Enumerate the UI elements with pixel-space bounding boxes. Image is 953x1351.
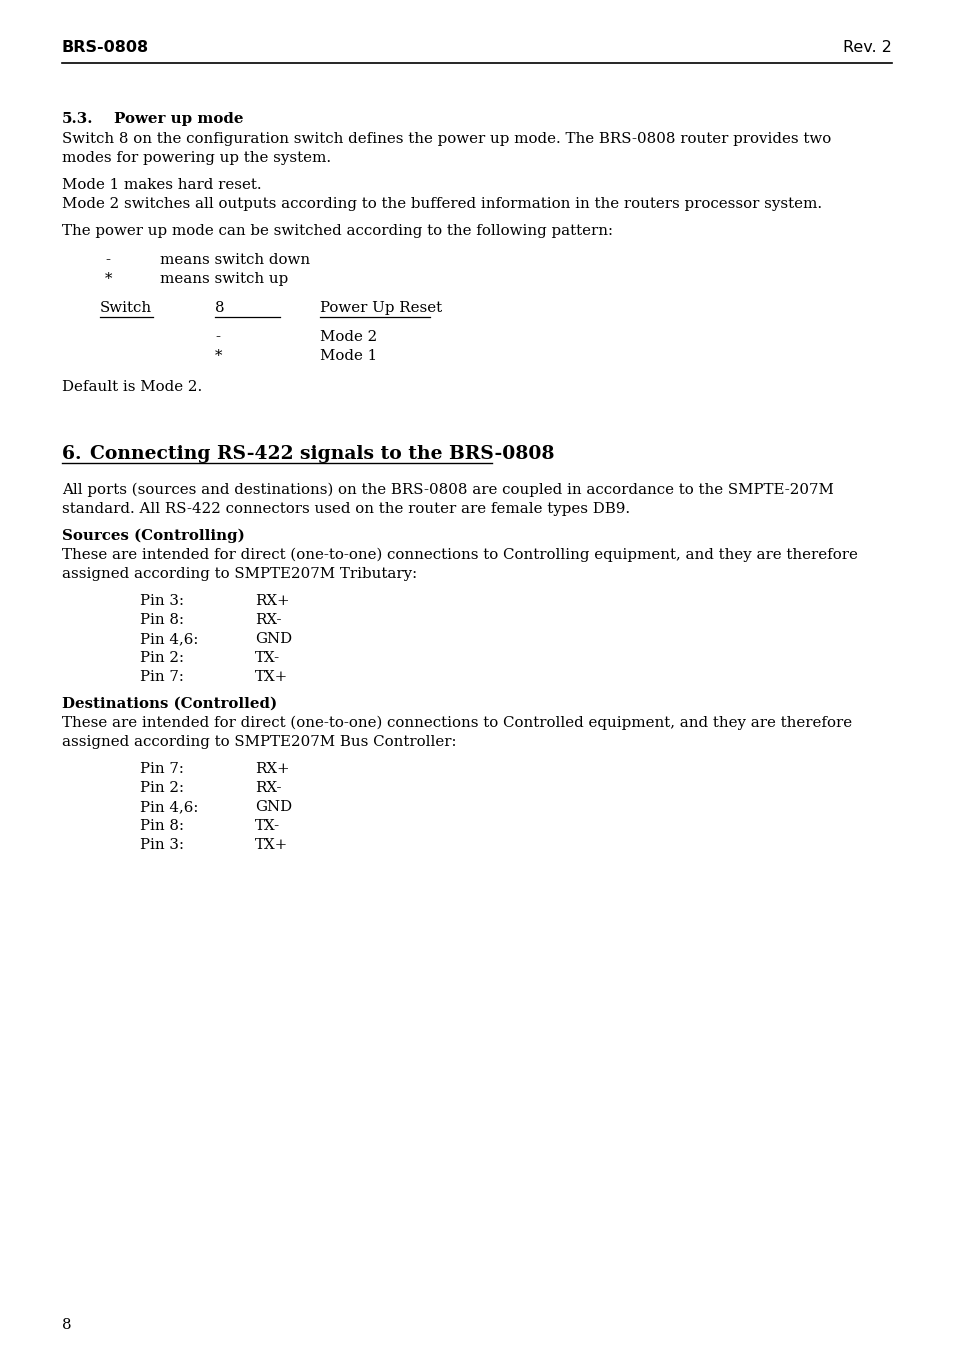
Text: Pin 8:: Pin 8:	[140, 613, 184, 627]
Text: Pin 2:: Pin 2:	[140, 651, 184, 665]
Text: *: *	[214, 349, 222, 363]
Text: These are intended for direct (one-to-one) connections to Controlled equipment, : These are intended for direct (one-to-on…	[62, 716, 851, 731]
Text: assigned according to SMPTE207M Bus Controller:: assigned according to SMPTE207M Bus Cont…	[62, 735, 456, 748]
Text: Pin 7:: Pin 7:	[140, 762, 184, 775]
Text: TX+: TX+	[254, 838, 288, 852]
Text: GND: GND	[254, 632, 292, 646]
Text: RX-: RX-	[254, 613, 281, 627]
Text: *: *	[104, 272, 112, 286]
Text: RX+: RX+	[254, 762, 290, 775]
Text: Pin 3:: Pin 3:	[140, 594, 184, 608]
Text: Mode 2 switches all outputs according to the buffered information in the routers: Mode 2 switches all outputs according to…	[62, 197, 821, 211]
Text: Connecting RS-422 signals to the BRS-0808: Connecting RS-422 signals to the BRS-080…	[90, 444, 554, 463]
Text: GND: GND	[254, 800, 292, 815]
Text: Pin 4,6:: Pin 4,6:	[140, 800, 198, 815]
Text: -: -	[106, 253, 111, 267]
Text: Power Up Reset: Power Up Reset	[319, 301, 441, 315]
Text: standard. All RS-422 connectors used on the router are female types DB9.: standard. All RS-422 connectors used on …	[62, 503, 630, 516]
Text: Default is Mode 2.: Default is Mode 2.	[62, 380, 202, 394]
Text: modes for powering up the system.: modes for powering up the system.	[62, 151, 331, 165]
Text: means switch down: means switch down	[160, 253, 310, 267]
Text: All ports (sources and destinations) on the BRS-0808 are coupled in accordance t: All ports (sources and destinations) on …	[62, 484, 833, 497]
Text: TX+: TX+	[254, 670, 288, 684]
Text: TX-: TX-	[254, 819, 280, 834]
Text: RX-: RX-	[254, 781, 281, 794]
Text: Pin 8:: Pin 8:	[140, 819, 184, 834]
Text: 8: 8	[62, 1319, 71, 1332]
Text: 6.: 6.	[62, 444, 94, 463]
Text: Rev. 2: Rev. 2	[842, 41, 891, 55]
Text: Pin 2:: Pin 2:	[140, 781, 184, 794]
Text: The power up mode can be switched according to the following pattern:: The power up mode can be switched accord…	[62, 224, 613, 238]
Text: Power up mode: Power up mode	[113, 112, 243, 126]
Text: -: -	[214, 330, 220, 345]
Text: These are intended for direct (one-to-one) connections to Controlling equipment,: These are intended for direct (one-to-on…	[62, 549, 857, 562]
Text: Mode 1 makes hard reset.: Mode 1 makes hard reset.	[62, 178, 261, 192]
Text: RX+: RX+	[254, 594, 290, 608]
Text: Pin 7:: Pin 7:	[140, 670, 184, 684]
Text: assigned according to SMPTE207M Tributary:: assigned according to SMPTE207M Tributar…	[62, 567, 416, 581]
Text: means switch up: means switch up	[160, 272, 288, 286]
Text: BRS-0808: BRS-0808	[62, 41, 149, 55]
Text: Destinations (Controlled): Destinations (Controlled)	[62, 697, 276, 711]
Text: Mode 2: Mode 2	[319, 330, 376, 345]
Text: 8: 8	[214, 301, 224, 315]
Text: Switch 8 on the configuration switch defines the power up mode. The BRS-0808 rou: Switch 8 on the configuration switch def…	[62, 132, 830, 146]
Text: Sources (Controlling): Sources (Controlling)	[62, 530, 245, 543]
Text: TX-: TX-	[254, 651, 280, 665]
Text: Switch: Switch	[100, 301, 152, 315]
Text: Pin 3:: Pin 3:	[140, 838, 184, 852]
Text: Mode 1: Mode 1	[319, 349, 376, 363]
Text: 5.3.: 5.3.	[62, 112, 93, 126]
Text: Pin 4,6:: Pin 4,6:	[140, 632, 198, 646]
